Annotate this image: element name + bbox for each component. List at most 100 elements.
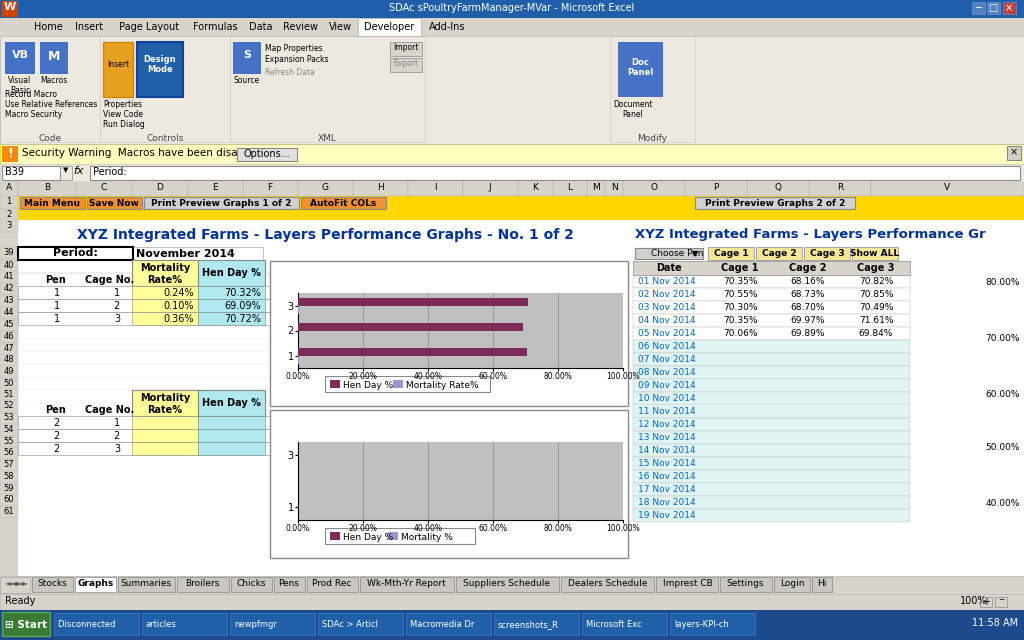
Text: !: ! — [7, 147, 13, 160]
Text: 0.10%: 0.10% — [164, 301, 194, 311]
Text: Summaries: Summaries — [121, 579, 172, 588]
Text: R: R — [837, 183, 843, 192]
Bar — [587, 182, 605, 196]
Bar — [18, 260, 283, 273]
Text: 13 Nov 2014: 13 Nov 2014 — [638, 433, 695, 442]
Text: Expansion Packs: Expansion Packs — [265, 55, 329, 64]
Text: B: B — [44, 183, 50, 192]
Bar — [132, 312, 198, 325]
Bar — [0, 307, 18, 319]
Text: 47: 47 — [4, 344, 14, 353]
Bar — [610, 36, 695, 142]
Bar — [144, 197, 299, 209]
Bar — [358, 18, 421, 36]
Bar — [463, 182, 518, 196]
Bar — [633, 470, 910, 483]
Text: +: + — [982, 597, 990, 607]
Bar — [132, 182, 188, 196]
Text: Macromedia Dr: Macromedia Dr — [410, 620, 474, 629]
Bar — [87, 197, 142, 209]
Text: C: C — [101, 183, 108, 192]
Text: Data: Data — [249, 22, 272, 32]
Bar — [0, 577, 30, 593]
Text: Microsoft Exc: Microsoft Exc — [586, 620, 642, 629]
Bar — [18, 299, 283, 312]
Bar — [0, 483, 18, 495]
Bar — [633, 457, 910, 470]
Bar — [18, 196, 1024, 576]
Bar — [746, 182, 809, 196]
Bar — [633, 405, 910, 418]
Bar — [18, 273, 283, 369]
Bar — [301, 197, 386, 209]
Text: 68.16%: 68.16% — [791, 277, 825, 286]
Text: 70.82%: 70.82% — [859, 277, 893, 286]
Text: Insert: Insert — [106, 60, 129, 69]
Bar — [633, 220, 1024, 247]
Text: 02 Nov 2014: 02 Nov 2014 — [638, 290, 695, 299]
Bar — [132, 286, 198, 299]
Text: Add-Ins: Add-Ins — [429, 22, 465, 32]
Bar — [18, 196, 633, 210]
Text: Macro Security: Macro Security — [5, 110, 62, 119]
Text: 80.00%: 80.00% — [985, 278, 1020, 287]
Text: N: N — [610, 183, 617, 192]
Bar — [18, 429, 283, 442]
Text: View: View — [330, 22, 352, 32]
Text: 03 Nov 2014: 03 Nov 2014 — [638, 303, 695, 312]
Bar — [633, 366, 910, 379]
Text: Hi: Hi — [817, 579, 826, 588]
Text: ×: × — [1010, 147, 1018, 157]
Text: 49: 49 — [4, 367, 14, 376]
Text: 52: 52 — [4, 401, 14, 410]
Text: 68.70%: 68.70% — [791, 303, 825, 312]
Text: Cage 2: Cage 2 — [790, 263, 826, 273]
Bar — [390, 58, 422, 72]
Bar — [90, 166, 1020, 180]
Bar — [18, 247, 633, 260]
Text: ▼: ▼ — [63, 167, 69, 173]
Text: F: F — [267, 183, 272, 192]
Text: Page Layout: Page Layout — [119, 22, 179, 32]
Text: Wk-Mth-Yr Report: Wk-Mth-Yr Report — [367, 579, 445, 588]
Bar — [633, 431, 910, 444]
Text: P: P — [714, 183, 719, 192]
Text: Mortality
Rate%: Mortality Rate% — [140, 393, 190, 415]
Text: VB: VB — [11, 50, 29, 60]
Text: Imprest CB: Imprest CB — [663, 579, 713, 588]
Bar — [633, 418, 910, 431]
Bar — [987, 2, 1000, 14]
Bar — [18, 364, 283, 377]
Bar — [393, 380, 403, 388]
Text: Properties: Properties — [103, 100, 142, 109]
Text: 2: 2 — [114, 431, 120, 441]
Text: 06 Nov 2014: 06 Nov 2014 — [638, 342, 695, 351]
Bar — [307, 577, 358, 592]
Bar — [518, 182, 553, 196]
Bar — [685, 182, 746, 196]
Text: Document
Panel: Document Panel — [613, 100, 652, 120]
Bar — [633, 247, 1024, 260]
Bar — [635, 248, 703, 259]
Text: 70.35%: 70.35% — [723, 277, 758, 286]
Text: Import: Import — [393, 43, 419, 52]
Bar — [0, 164, 1024, 182]
Text: ─: ─ — [975, 3, 981, 13]
Text: D: D — [157, 183, 164, 192]
Text: Period:: Period: — [52, 248, 97, 258]
Bar — [18, 312, 283, 325]
Bar — [119, 577, 175, 592]
Text: Visual
Basic: Visual Basic — [8, 76, 32, 95]
Text: Stocks: Stocks — [37, 579, 67, 588]
Bar — [0, 36, 100, 142]
Text: 70.49%: 70.49% — [859, 303, 893, 312]
Bar — [60, 166, 72, 180]
Bar — [237, 148, 297, 161]
Bar — [5, 42, 35, 74]
Bar — [0, 319, 18, 331]
Text: Cage No.: Cage No. — [85, 405, 134, 415]
Bar — [0, 182, 1024, 196]
Bar — [325, 376, 490, 392]
Bar — [177, 577, 228, 592]
Text: Formulas: Formulas — [193, 22, 238, 32]
